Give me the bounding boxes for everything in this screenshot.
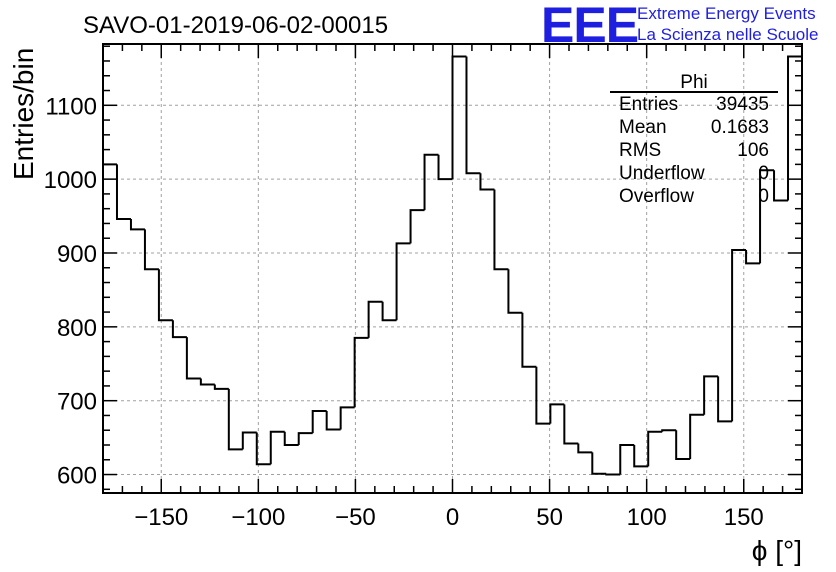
y-tick-labels: 600 700 800 900 1000 1100	[44, 93, 97, 489]
histogram-bin	[465, 56, 481, 175]
histogram-bin	[423, 153, 439, 211]
y-tick-label: 700	[57, 389, 97, 416]
histogram-bin	[591, 452, 607, 475]
histogram-bin	[493, 189, 509, 271]
histogram-bin	[353, 336, 369, 408]
histogram-bin	[675, 430, 691, 461]
y-tick-label: 800	[57, 315, 97, 342]
chart-title: SAVO-01-2019-06-02-00015	[83, 12, 388, 39]
histogram-bin	[339, 406, 355, 430]
x-tick-label: 0	[446, 504, 459, 531]
histogram-bin	[227, 388, 243, 451]
axis-ticks	[102, 44, 803, 493]
histogram-bin	[102, 163, 117, 493]
y-axis-title: Entries/bin	[8, 48, 39, 180]
y-tick-label: 900	[57, 241, 97, 268]
histogram-bin	[759, 169, 775, 264]
histogram-bin	[311, 410, 327, 434]
histogram-bin	[549, 403, 565, 424]
x-tick-label: −100	[231, 504, 285, 531]
x-tick-label: −50	[335, 504, 376, 531]
stats-label-rms: RMS	[619, 140, 661, 161]
eee-logo: EEE	[541, 0, 638, 53]
histogram-bin	[409, 209, 425, 244]
x-tick-label: −150	[134, 504, 188, 531]
stats-value-underflow: 0	[758, 163, 769, 184]
histogram-bin	[535, 366, 551, 425]
x-axis-title: ϕ [°]	[752, 535, 802, 566]
histogram-bin	[143, 229, 159, 271]
branding-line-2: La Scienza nelle Scuole	[637, 25, 818, 44]
x-tick-label: 150	[724, 504, 764, 531]
histogram-bin	[283, 431, 299, 446]
histogram-bin	[479, 173, 495, 191]
histogram-bin	[297, 432, 313, 445]
eee-branding: EEE Extreme Energy Events La Scienza nel…	[541, 0, 818, 53]
stats-value-overflow: 0	[758, 186, 769, 207]
y-tick-label: 1000	[44, 167, 97, 194]
histogram-bin	[241, 431, 257, 450]
branding-line-1: Extreme Energy Events	[637, 4, 816, 23]
histogram-bin	[185, 337, 201, 380]
histogram-bin	[717, 376, 733, 423]
histogram-bin	[451, 55, 467, 180]
histogram-bin	[115, 164, 131, 221]
stats-label-overflow: Overflow	[619, 186, 694, 207]
x-tick-label: 100	[627, 504, 667, 531]
histogram-bin	[633, 444, 649, 468]
histogram-bin	[773, 170, 789, 202]
histogram-bin	[605, 473, 621, 476]
stats-label-entries: Entries	[619, 94, 678, 115]
histogram-bin	[395, 242, 411, 321]
histogram-bin	[367, 300, 383, 338]
histogram-bin	[563, 404, 579, 445]
histogram-bin	[787, 55, 802, 201]
histogram-bin	[661, 429, 677, 432]
histogram-bin	[381, 301, 397, 322]
y-tick-label: 1100	[45, 93, 97, 120]
histogram-bin	[619, 443, 635, 475]
histogram-bin	[507, 269, 523, 314]
histogram-bin	[129, 219, 145, 231]
stats-title: Phi	[680, 72, 707, 93]
histogram-bin	[157, 269, 173, 322]
x-tick-label: 50	[536, 504, 563, 531]
stats-label-mean: Mean	[619, 117, 667, 138]
y-tick-label: 600	[57, 463, 97, 490]
histogram-bin	[199, 378, 215, 386]
histogram-bin	[437, 154, 453, 181]
histogram-bin	[577, 443, 593, 454]
histogram-bin	[269, 430, 285, 465]
histogram-bin	[213, 384, 229, 390]
histogram-bin	[731, 249, 747, 422]
histogram-bin	[689, 413, 705, 460]
histogram-bin	[521, 312, 537, 368]
histogram-bin	[255, 432, 271, 466]
stats-value-mean: 0.1683	[711, 117, 769, 138]
histogram-bin	[703, 375, 719, 415]
histogram-bin	[745, 250, 761, 265]
stats-label-underflow: Underflow	[619, 163, 705, 184]
histogram-bin	[647, 430, 663, 467]
stats-value-rms: 106	[737, 140, 769, 161]
histogram-bin	[325, 411, 341, 431]
stats-value-entries: 39435	[716, 94, 769, 115]
stats-box: Phi Entries 39435 Mean 0.1683 RMS 106 Un…	[610, 72, 778, 207]
histogram-bin	[171, 320, 187, 339]
x-tick-labels: −150 −100 −50 0 50 100 150	[134, 504, 764, 531]
